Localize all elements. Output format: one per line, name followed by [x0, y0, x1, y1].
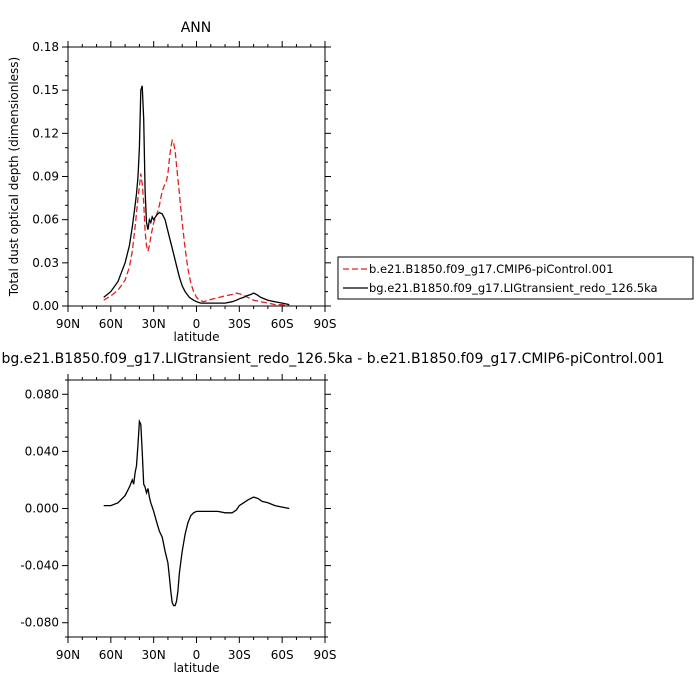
- x-tick-label: 90N: [56, 317, 80, 331]
- series-line-1-2: [103, 85, 290, 306]
- legend-entry: b.e21.B1850.f09_g17.CMIP6-piControl.001: [369, 262, 614, 276]
- plot-frame: [67, 46, 326, 307]
- chart-panel-2: 90N 60N 30N 0 30S 60S 90S -0.080 -0.040 0.000 0.04…: [1, 351, 664, 675]
- x-tick-label: 60N: [99, 648, 123, 662]
- series-line-1-1: [103, 138, 290, 306]
- y-tick-label: 0.000: [25, 502, 59, 516]
- y-tick-label: -0.080: [20, 616, 59, 630]
- y-tick-label: 0.18: [32, 40, 59, 54]
- x-tick-label: 30S: [228, 648, 251, 662]
- y-tick-label: 0.09: [32, 170, 59, 184]
- x-tick-label: 60N: [99, 317, 123, 331]
- x-tick-label: 0: [193, 317, 201, 331]
- x-tick-label: 30N: [142, 317, 166, 331]
- y-tick-label: 0.00: [32, 299, 59, 313]
- y-axis-label: Total dust optical depth (dimensionless): [7, 57, 21, 297]
- legend: b.e21.B1850.f09_g17.CMIP6-piControl.001b…: [337, 256, 694, 300]
- x-tick-label: 90S: [314, 648, 337, 662]
- y-tick-label: 0.040: [25, 444, 59, 458]
- x-tick-label: 90N: [56, 648, 80, 662]
- x-axis-label: latitude: [173, 330, 219, 344]
- x-tick-label: 60S: [271, 317, 294, 331]
- x-tick-label: 0: [193, 648, 201, 662]
- chart-title: ANN: [181, 20, 212, 36]
- x-tick-label: 30N: [142, 648, 166, 662]
- y-tick-label: 0.080: [25, 387, 59, 401]
- y-tick-label: 0.06: [32, 213, 59, 227]
- series-line-2-1: [103, 418, 290, 607]
- x-tick-label: 30S: [228, 317, 251, 331]
- legend-entry: bg.e21.B1850.f09_g17.LIGtransient_redo_1…: [369, 281, 658, 295]
- x-tick-label: 90S: [314, 317, 337, 331]
- legend-box: [337, 256, 694, 300]
- x-axis-label: latitude: [173, 661, 219, 675]
- y-tick-label: -0.040: [20, 559, 59, 573]
- y-tick-label: 0.12: [32, 126, 59, 140]
- chart-panel-1: 90N 60N 30N 0 30S 60S 90S 0.00 0.03 0.06 0.09 0.12 0…: [7, 20, 336, 344]
- chart-title: bg.e21.B1850.f09_g17.LIGtransient_redo_1…: [1, 351, 664, 367]
- y-tick-label: 0.15: [32, 83, 59, 97]
- y-tick-label: 0.03: [32, 256, 59, 270]
- x-tick-label: 60S: [271, 648, 294, 662]
